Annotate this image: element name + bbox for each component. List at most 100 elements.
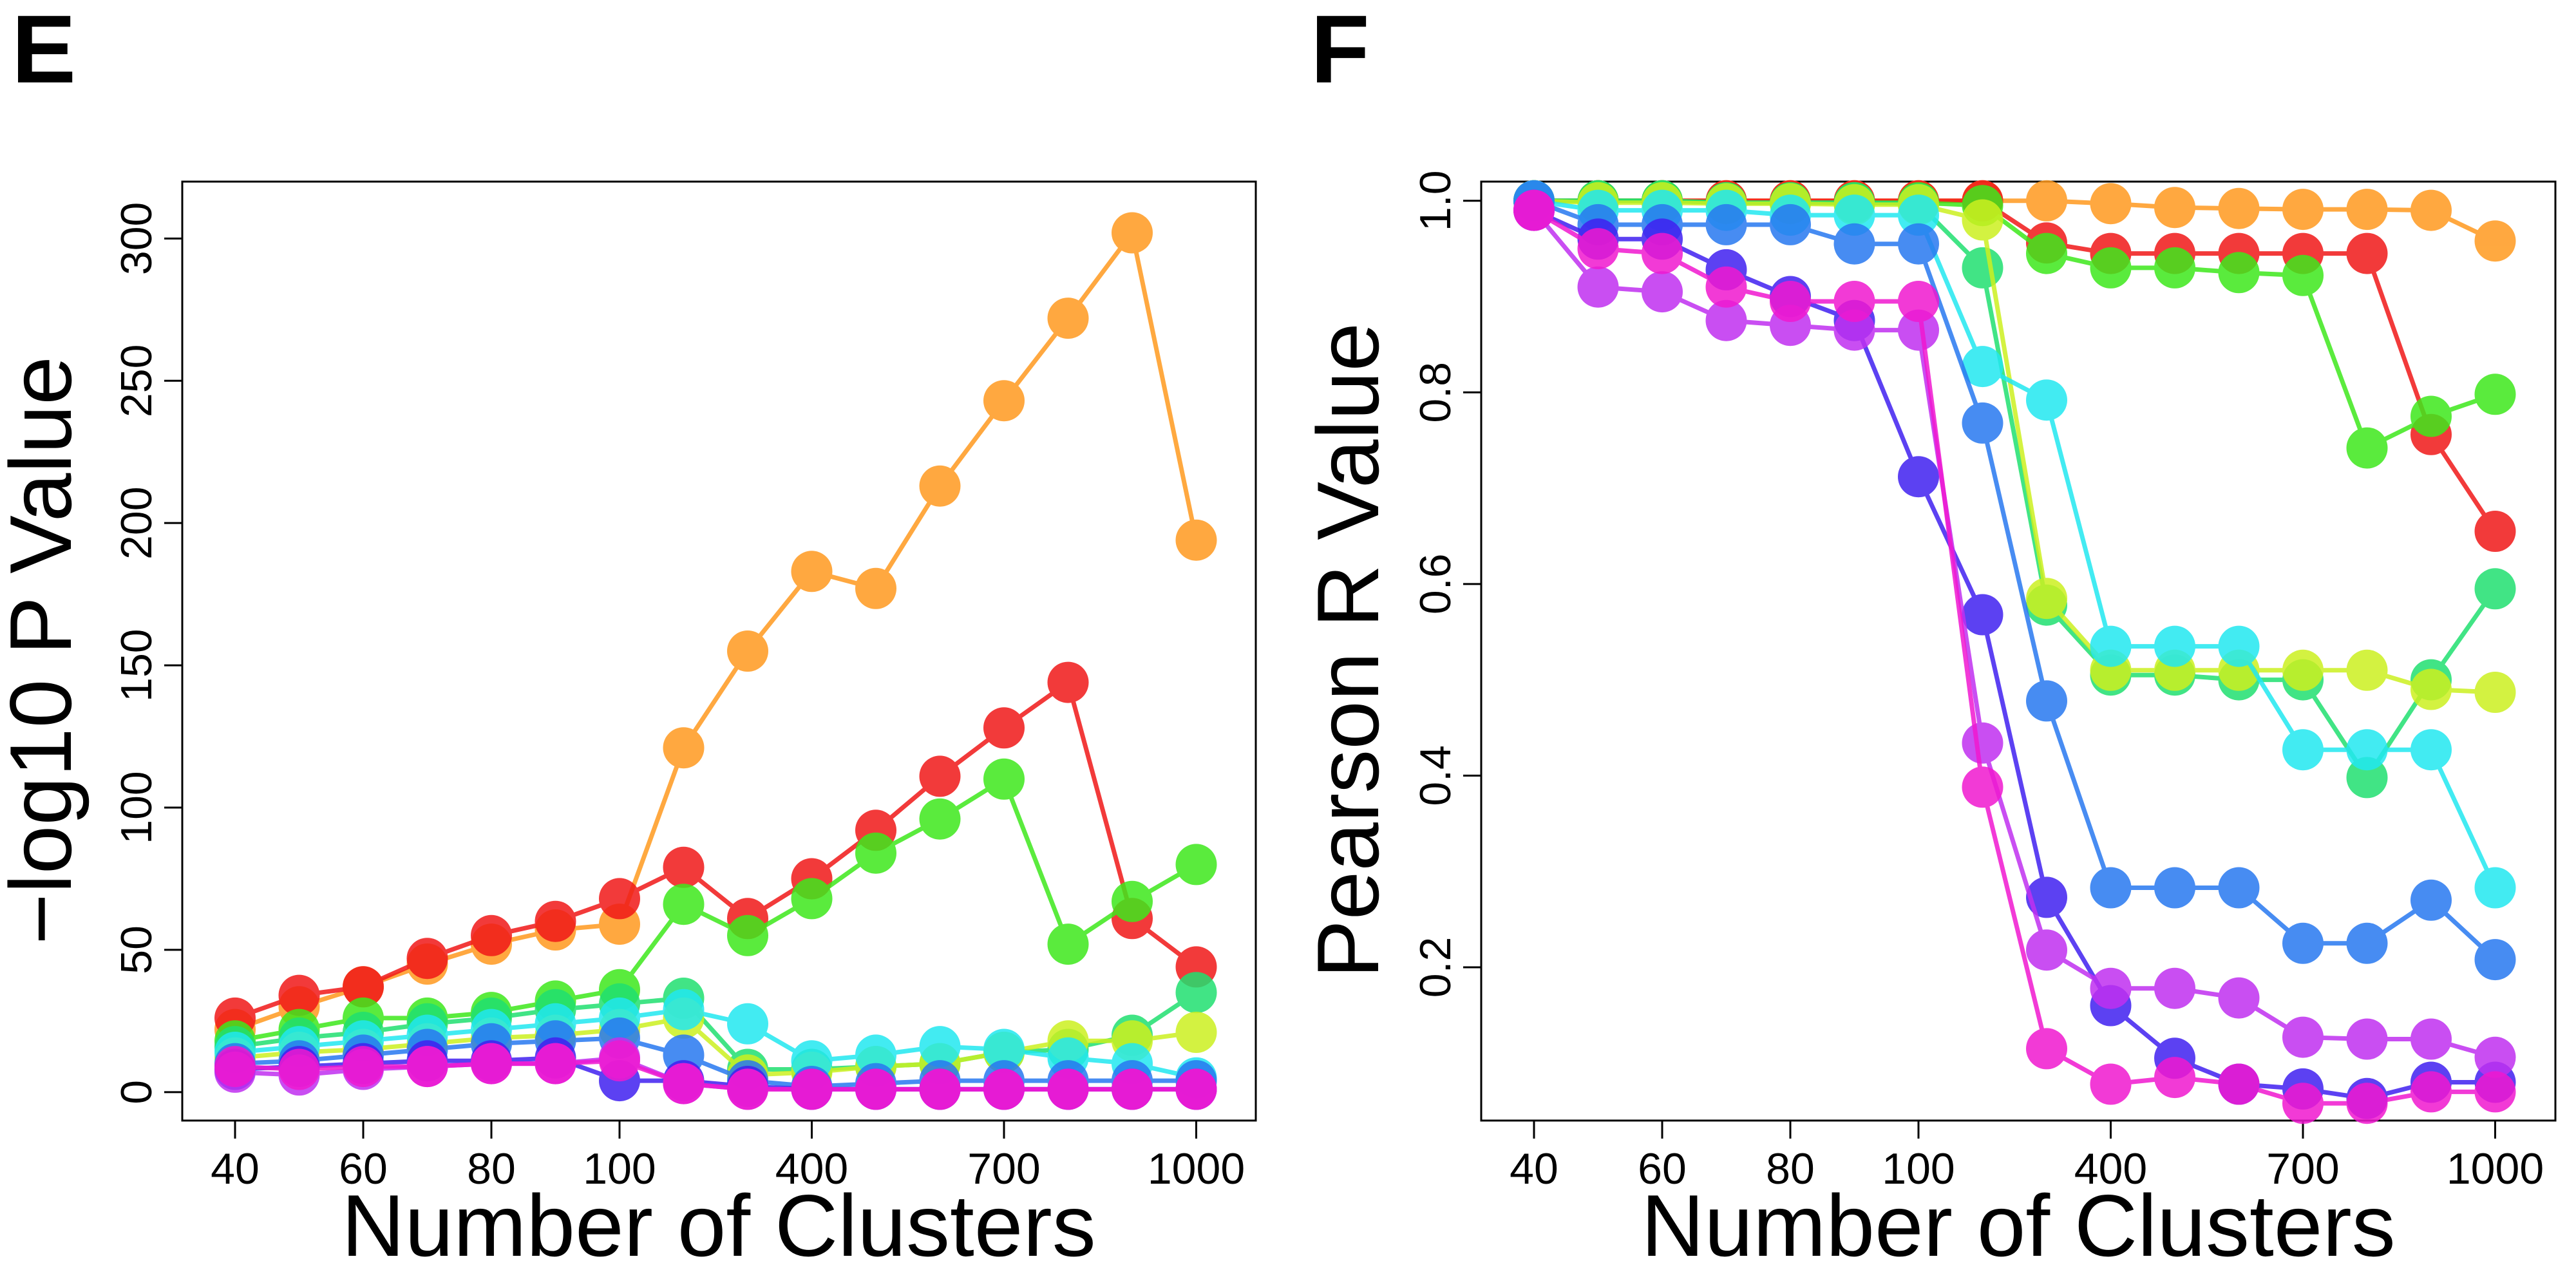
series-3-point [2154,247,2195,289]
series-10-point [855,1068,896,1110]
series-2-point [2474,511,2516,552]
series-10-point [1642,232,1683,274]
series-7-point [1962,402,2003,444]
x-tick-label: 1000 [2447,1144,2544,1193]
series-2-point [2346,232,2388,274]
series-6-line [234,1007,1197,1081]
series-3-point [2218,252,2260,294]
series-10-point [983,1068,1025,1110]
series-3-point [1112,880,1153,922]
series-1-point [983,380,1025,422]
series-5-point [2474,672,2516,713]
series-9-point [2154,967,2195,1009]
series-1-point [2474,220,2516,262]
series-3-point [1047,923,1089,965]
series-10-point [1898,281,1939,322]
x-tick-label: 40 [1510,1144,1558,1193]
series-2-point [406,938,448,980]
series-10-point [278,1048,320,1090]
series-3-point [2282,254,2324,296]
series-1-point [919,465,961,507]
series-9-point [2346,1018,2388,1060]
series-4-line [234,990,1198,1072]
series-1-point [727,630,768,672]
series-10-point [2090,1063,2132,1105]
series-8-point [1898,456,1939,498]
series-10-point [2346,1083,2388,1124]
series-3-point [2346,427,2388,469]
series-6-point [2474,867,2516,909]
series-10-point [2474,1071,2516,1113]
series-10-point [1705,266,1747,308]
series-2 [214,661,1217,1039]
series-10-point [1833,281,1875,322]
series-1-point [791,551,833,592]
series-2-point [343,966,384,1008]
series-7-point [2474,939,2516,981]
y-tick-label: 0.2 [1411,937,1460,998]
series-1-point [1175,519,1217,561]
series-1-point [2154,187,2195,229]
y-tick-label: 0 [112,1080,161,1104]
series-10-point [599,1040,640,1082]
series-7-point [1898,223,1939,265]
series-6-point [983,1028,1025,1070]
series-10-point [1962,766,2003,808]
panel-f-letter: F [1311,0,1370,103]
series-10-point [1770,281,1811,322]
series-4-point [1962,247,2003,289]
series-7-point [2026,680,2067,722]
series-10 [214,1040,1217,1110]
series-1-point [1047,298,1089,339]
series-2-line [234,680,1198,1021]
series-2-point [599,878,640,920]
x-tick-label: 700 [2266,1144,2339,1193]
series-1-point [2410,189,2452,231]
x-tick-label: 40 [211,1144,260,1193]
series-7-point [2282,922,2324,964]
y-tick-label: 150 [112,629,161,701]
series-5-point [2026,578,2067,620]
x-axis-title: Number of Clusters [341,1177,1095,1274]
series-5-point [1175,1012,1217,1053]
series-9-point [1705,299,1747,341]
series-9-point [2474,1036,2516,1078]
series-10-point [2410,1071,2452,1113]
x-tick-label: 100 [1882,1144,1955,1193]
series-3-point [663,884,705,925]
series-8-point [2026,876,2067,918]
series-10-point [2026,1028,2067,1070]
series-9-point [2218,977,2260,1019]
plot-frame [1480,180,2557,1122]
series-6-line [1533,198,2497,889]
x-tick-label: 60 [339,1144,388,1193]
series-6-point [919,1026,961,1068]
series-9-point [1898,309,1939,351]
x-tick-label: 400 [2074,1144,2147,1193]
x-tick-label: 700 [967,1144,1040,1193]
series-10-point [2218,1063,2260,1105]
series-1-point [2346,189,2388,231]
series-10-point [1577,228,1619,270]
series-7-point [2218,867,2260,909]
series-10-point [343,1046,384,1088]
series-9-point [1577,266,1619,308]
x-tick-label: 400 [775,1144,848,1193]
series-2-point [663,846,705,888]
series-10-point [214,1046,256,1088]
series-3-point [727,914,768,956]
series-3-point [919,798,961,840]
series-9-point [1833,309,1875,351]
series-3-point [2410,395,2452,437]
series-10-point [1513,189,1555,231]
x-tick-label: 80 [1766,1144,1815,1193]
panel-e: E 40 60 80 100 400 700 1000 0 50 100 150 200 250 300 N… [0,0,1257,1274]
series-6-point [2154,625,2195,667]
series-9-point [2090,967,2132,1009]
series-10-point [471,1043,512,1084]
y-tick-label: 0.8 [1411,362,1460,423]
series-8-point [1962,594,2003,636]
series-6-point [1898,194,1939,236]
y-tick-label: 50 [112,925,161,974]
y-tick-label: 1.0 [1411,170,1460,231]
